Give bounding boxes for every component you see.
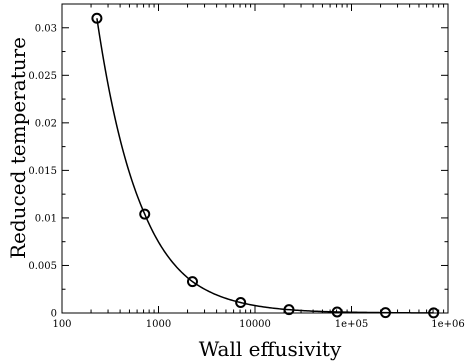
x-tick-label: 1e+05 [335,319,368,330]
y-tick-label: 0.03 [35,23,57,34]
plot-area: 100 1000 10000 1e+05 1e+06 0 0.005 0.01 0.015 0.0… [28,3,465,330]
data-point [91,12,103,24]
data-point [379,307,391,319]
data-point [428,307,440,319]
y-tick-label: 0 [51,309,57,320]
x-tick-label: 1000 [146,319,171,330]
y-tick-label: 0.015 [28,166,57,177]
x-axis-title: Wall effusivity [199,337,342,361]
y-tick-label: 0.01 [35,213,57,224]
plot-frame [61,3,449,314]
data-point [235,297,247,309]
data-point [331,306,343,318]
data-point [283,304,295,316]
y-tick-label: 0.005 [28,261,57,272]
x-tick-label: 100 [52,319,71,330]
x-tick-label: 10000 [239,319,271,330]
y-axis-title: Reduced temperature [6,37,30,259]
data-point [139,208,151,220]
fit-line [96,18,434,314]
y-tick-label: 0.025 [28,71,57,82]
data-point [186,276,198,288]
y-tick-label: 0.02 [35,118,57,129]
x-tick-label: 1e+06 [431,319,464,330]
